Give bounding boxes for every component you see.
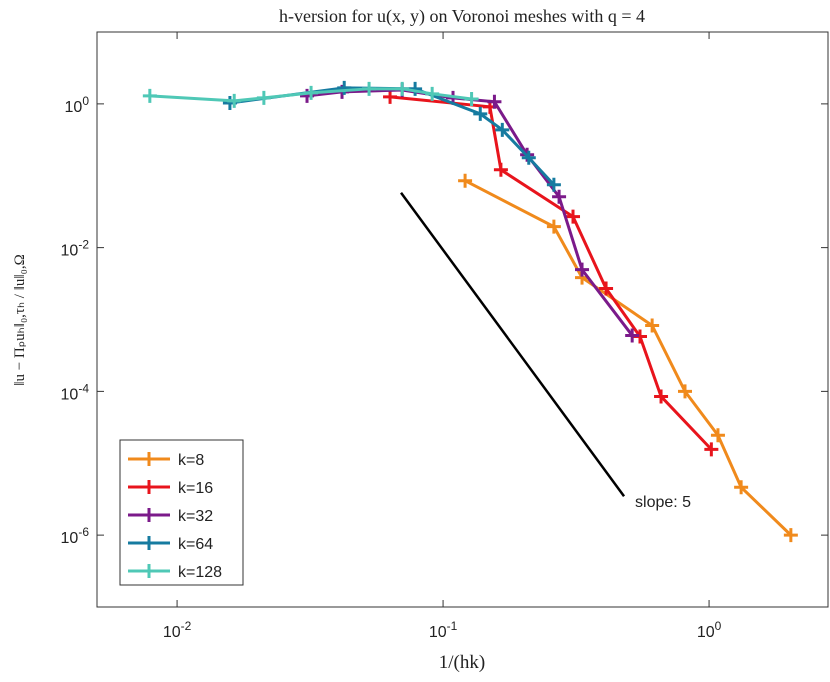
marker (645, 318, 660, 333)
legend-box (119, 439, 244, 586)
marker (566, 209, 581, 224)
annotation-text: slope: 5 (635, 494, 691, 511)
marker (362, 81, 377, 96)
x-axis-label: 1/(hk) (439, 652, 485, 673)
legend-label: k=64 (178, 536, 213, 553)
marker (304, 85, 319, 100)
y-tick-label: 10-6 (61, 525, 90, 547)
marker (256, 90, 271, 105)
marker (546, 219, 561, 234)
marker (495, 122, 510, 137)
series-line (464, 179, 792, 537)
x-tick-label: 10-2 (163, 619, 192, 641)
legend-marker (142, 564, 156, 578)
marker (710, 428, 725, 443)
series-line (389, 95, 713, 451)
marker (464, 91, 479, 106)
slope-line (400, 192, 626, 497)
legend-marker (142, 508, 156, 522)
marker (704, 442, 719, 457)
legend-marker (142, 452, 156, 466)
marker (425, 86, 440, 101)
marker (473, 106, 488, 121)
marker (142, 88, 157, 103)
legend-label: k=128 (178, 564, 222, 581)
x-tick-label: 100 (697, 619, 722, 641)
marker (337, 80, 352, 95)
marker (546, 177, 561, 192)
legend-label: k=8 (178, 452, 204, 469)
marker (599, 281, 614, 296)
marker (383, 89, 398, 104)
marker (783, 528, 798, 543)
marker (227, 93, 242, 108)
marker (734, 480, 749, 495)
legend-label: k=32 (178, 508, 213, 525)
marker (458, 173, 473, 188)
legend-marker (142, 480, 156, 494)
marker (487, 94, 502, 109)
marker (575, 262, 590, 277)
chart-title: h-version for u(x, y) on Voronoi meshes … (279, 6, 645, 27)
x-tick-label: 10-1 (429, 619, 458, 641)
marker (625, 328, 640, 343)
marker (654, 389, 669, 404)
marker (678, 384, 693, 399)
marker (493, 162, 508, 177)
marker (395, 81, 410, 96)
y-tick-label: 10-4 (61, 381, 90, 403)
marker (521, 150, 536, 165)
marker (552, 189, 567, 204)
legend-marker (142, 536, 156, 550)
legend-label: k=16 (178, 480, 213, 497)
y-axis-label: ‖u − Πₚuₕ‖₀,τₕ / ‖u‖₀,Ω (12, 254, 28, 386)
y-tick-label: 10-2 (61, 238, 90, 260)
y-tick-label: 100 (65, 94, 90, 116)
